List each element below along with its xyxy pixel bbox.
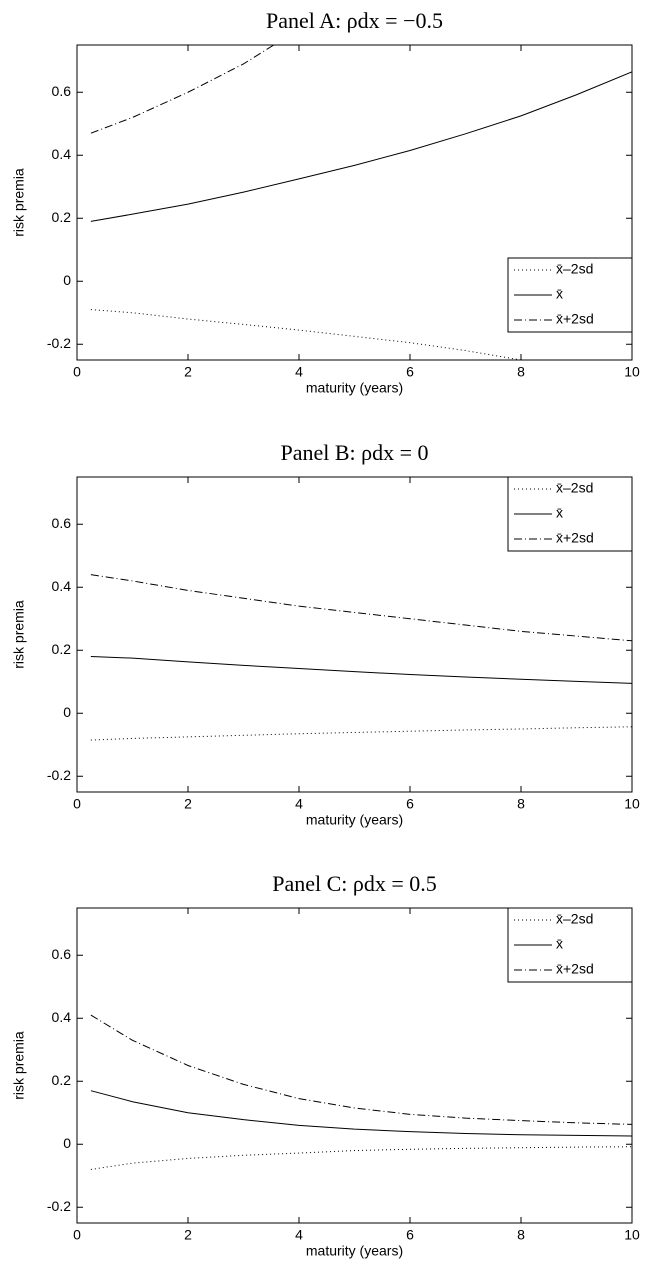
x-axis-label: maturity (years) xyxy=(306,1243,403,1259)
series-line xyxy=(90,1146,632,1170)
legend-label: x̄ xyxy=(556,286,563,302)
legend-label: x̄–2sd xyxy=(556,261,593,277)
legend-label: x̄ xyxy=(556,505,563,521)
y-tick-label: 0.2 xyxy=(52,209,72,225)
series-line xyxy=(90,726,632,741)
x-tick-label: 0 xyxy=(73,1227,81,1243)
x-tick-label: 0 xyxy=(73,796,81,812)
lines xyxy=(90,1014,632,1170)
legend: x̄–2sd x̄ x̄+2sd xyxy=(507,476,633,552)
x-tick-label: 0 xyxy=(73,364,81,380)
y-tick-label: 0.4 xyxy=(52,578,72,594)
y-tick-label: -0.2 xyxy=(47,335,71,351)
y-tick-label: 0.6 xyxy=(52,83,72,99)
legend-box xyxy=(507,257,633,333)
series-line xyxy=(90,1014,632,1125)
legend-label: x̄+2sd xyxy=(556,961,594,977)
series-line xyxy=(90,71,632,222)
series-line xyxy=(90,1090,632,1137)
x-tick-label: 10 xyxy=(624,364,640,380)
lines xyxy=(90,574,632,741)
y-tick-label: -0.2 xyxy=(47,1198,71,1214)
panel: Panel B: ρdx = 00 2 4 6 8 10-0.200.20.40.6mat… xyxy=(11,440,640,828)
legend-label: x̄–2sd xyxy=(556,480,593,496)
x-tick-label: 2 xyxy=(184,364,192,380)
legend-label: x̄–2sd xyxy=(556,911,593,927)
x-tick-label: 8 xyxy=(517,364,525,380)
legend-label: x̄+2sd xyxy=(556,530,594,546)
x-tick-label: 2 xyxy=(184,1227,192,1243)
x-tick-label: 6 xyxy=(406,1227,414,1243)
y-tick-label: 0 xyxy=(63,704,71,720)
x-tick-label: 8 xyxy=(517,796,525,812)
series-line xyxy=(90,656,632,684)
y-axis-label: risk premia xyxy=(11,600,27,669)
y-tick-label: 0.6 xyxy=(52,515,72,531)
y-tick-label: 0.2 xyxy=(52,1072,72,1088)
y-tick-label: 0.4 xyxy=(52,1009,72,1025)
panel: Panel A: ρdx = −0.50 2 4 6 8 10-0.200.20.40.6… xyxy=(11,8,640,396)
x-tick-label: 6 xyxy=(406,796,414,812)
legend-label: x̄+2sd xyxy=(556,311,594,327)
chart-title: Panel B: ρdx = 0 xyxy=(280,440,428,465)
x-tick-label: 4 xyxy=(295,796,303,812)
y-axis-label: risk premia xyxy=(11,168,27,237)
series-line xyxy=(90,574,632,642)
x-tick-label: 6 xyxy=(406,364,414,380)
x-tick-label: 10 xyxy=(624,1227,640,1243)
lines xyxy=(90,45,632,360)
x-tick-label: 4 xyxy=(295,1227,303,1243)
y-axis-label: risk premia xyxy=(11,1031,27,1100)
y-tick-label: 0.4 xyxy=(52,146,72,162)
y-tick-label: 0 xyxy=(63,272,71,288)
x-tick-label: 2 xyxy=(184,796,192,812)
panel: Panel C: ρdx = 0.50 2 4 6 8 10-0.200.20.40.6m… xyxy=(11,871,640,1259)
y-tick-label: 0.6 xyxy=(52,946,72,962)
y-tick-label: -0.2 xyxy=(47,767,71,783)
chart-title: Panel C: ρdx = 0.5 xyxy=(272,871,437,896)
legend: x̄–2sd x̄ x̄+2sd xyxy=(507,907,633,983)
x-tick-label: 4 xyxy=(295,364,303,380)
x-axis-label: maturity (years) xyxy=(306,812,403,828)
y-tick-label: 0 xyxy=(63,1135,71,1151)
legend: x̄–2sd x̄ x̄+2sd xyxy=(507,257,633,333)
x-axis-label: maturity (years) xyxy=(306,380,403,396)
x-tick-label: 10 xyxy=(624,796,640,812)
chart-title: Panel A: ρdx = −0.5 xyxy=(266,8,443,33)
legend-label: x̄ xyxy=(556,936,563,952)
x-tick-label: 8 xyxy=(517,1227,525,1243)
y-tick-label: 0.2 xyxy=(52,641,72,657)
